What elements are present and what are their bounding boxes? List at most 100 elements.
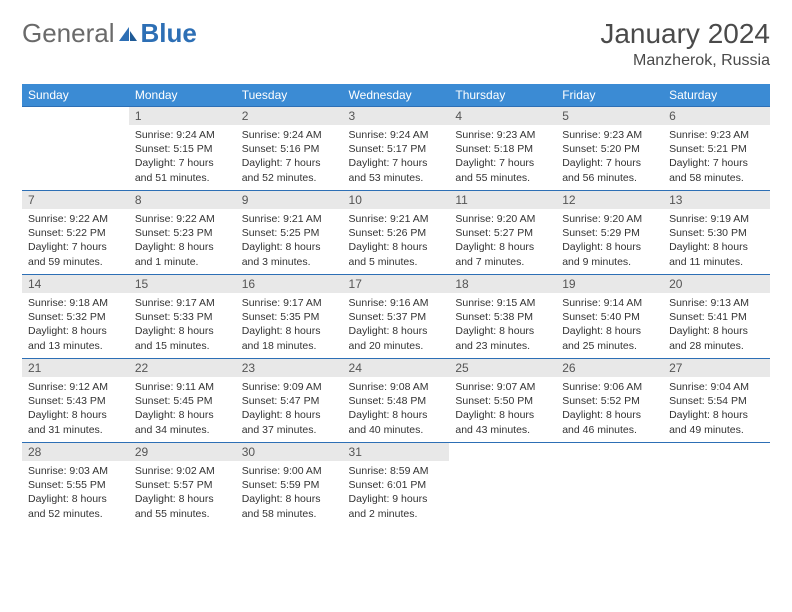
day-cell: 7Sunrise: 9:22 AMSunset: 5:22 PMDaylight… (22, 191, 129, 275)
day-number: 6 (663, 107, 770, 125)
brand-part2: Blue (141, 18, 197, 49)
sunset-text: Sunset: 5:37 PM (349, 310, 444, 324)
day-body (556, 447, 663, 454)
sunrise-text: Sunrise: 9:06 AM (562, 380, 657, 394)
sunrise-text: Sunrise: 9:22 AM (135, 212, 230, 226)
day-cell: 18Sunrise: 9:15 AMSunset: 5:38 PMDayligh… (449, 275, 556, 359)
day-cell: 20Sunrise: 9:13 AMSunset: 5:41 PMDayligh… (663, 275, 770, 359)
sail-icon (117, 25, 139, 43)
day-number: 8 (129, 191, 236, 209)
sunrise-text: Sunrise: 9:17 AM (242, 296, 337, 310)
day-cell: 17Sunrise: 9:16 AMSunset: 5:37 PMDayligh… (343, 275, 450, 359)
daylight-text: Daylight: 8 hours and 11 minutes. (669, 240, 764, 268)
daylight-text: Daylight: 8 hours and 28 minutes. (669, 324, 764, 352)
day-cell: 29Sunrise: 9:02 AMSunset: 5:57 PMDayligh… (129, 443, 236, 527)
week-row: 7Sunrise: 9:22 AMSunset: 5:22 PMDaylight… (22, 191, 770, 275)
day-body: Sunrise: 9:13 AMSunset: 5:41 PMDaylight:… (663, 293, 770, 357)
day-number: 29 (129, 443, 236, 461)
day-number: 21 (22, 359, 129, 377)
day-body: Sunrise: 9:15 AMSunset: 5:38 PMDaylight:… (449, 293, 556, 357)
day-body: Sunrise: 9:16 AMSunset: 5:37 PMDaylight:… (343, 293, 450, 357)
sunset-text: Sunset: 5:33 PM (135, 310, 230, 324)
week-row: 1Sunrise: 9:24 AMSunset: 5:15 PMDaylight… (22, 107, 770, 191)
day-number: 3 (343, 107, 450, 125)
day-body: Sunrise: 9:22 AMSunset: 5:23 PMDaylight:… (129, 209, 236, 273)
day-cell: 28Sunrise: 9:03 AMSunset: 5:55 PMDayligh… (22, 443, 129, 527)
day-cell: 8Sunrise: 9:22 AMSunset: 5:23 PMDaylight… (129, 191, 236, 275)
daylight-text: Daylight: 8 hours and 25 minutes. (562, 324, 657, 352)
day-cell: 25Sunrise: 9:07 AMSunset: 5:50 PMDayligh… (449, 359, 556, 443)
daylight-text: Daylight: 7 hours and 53 minutes. (349, 156, 444, 184)
day-number: 16 (236, 275, 343, 293)
daylight-text: Daylight: 8 hours and 49 minutes. (669, 408, 764, 436)
sunrise-text: Sunrise: 9:23 AM (669, 128, 764, 142)
weekday-header: Saturday (663, 84, 770, 107)
daylight-text: Daylight: 9 hours and 2 minutes. (349, 492, 444, 520)
day-body: Sunrise: 9:09 AMSunset: 5:47 PMDaylight:… (236, 377, 343, 441)
sunrise-text: Sunrise: 9:21 AM (349, 212, 444, 226)
day-cell: 16Sunrise: 9:17 AMSunset: 5:35 PMDayligh… (236, 275, 343, 359)
day-cell: 12Sunrise: 9:20 AMSunset: 5:29 PMDayligh… (556, 191, 663, 275)
weekday-header: Sunday (22, 84, 129, 107)
daylight-text: Daylight: 8 hours and 9 minutes. (562, 240, 657, 268)
sunrise-text: Sunrise: 9:23 AM (455, 128, 550, 142)
daylight-text: Daylight: 8 hours and 55 minutes. (135, 492, 230, 520)
sunrise-text: Sunrise: 9:24 AM (135, 128, 230, 142)
day-body: Sunrise: 9:07 AMSunset: 5:50 PMDaylight:… (449, 377, 556, 441)
daylight-text: Daylight: 8 hours and 46 minutes. (562, 408, 657, 436)
day-cell: 23Sunrise: 9:09 AMSunset: 5:47 PMDayligh… (236, 359, 343, 443)
week-row: 21Sunrise: 9:12 AMSunset: 5:43 PMDayligh… (22, 359, 770, 443)
day-body: Sunrise: 9:21 AMSunset: 5:25 PMDaylight:… (236, 209, 343, 273)
day-body: Sunrise: 9:21 AMSunset: 5:26 PMDaylight:… (343, 209, 450, 273)
sunset-text: Sunset: 5:16 PM (242, 142, 337, 156)
day-cell: 3Sunrise: 9:24 AMSunset: 5:17 PMDaylight… (343, 107, 450, 191)
day-cell: 30Sunrise: 9:00 AMSunset: 5:59 PMDayligh… (236, 443, 343, 527)
sunset-text: Sunset: 5:18 PM (455, 142, 550, 156)
weekday-header: Friday (556, 84, 663, 107)
page-title: January 2024 (600, 18, 770, 50)
day-cell: 19Sunrise: 9:14 AMSunset: 5:40 PMDayligh… (556, 275, 663, 359)
day-body: Sunrise: 9:23 AMSunset: 5:20 PMDaylight:… (556, 125, 663, 189)
day-body: Sunrise: 9:24 AMSunset: 5:15 PMDaylight:… (129, 125, 236, 189)
weekday-header: Thursday (449, 84, 556, 107)
sunset-text: Sunset: 5:20 PM (562, 142, 657, 156)
daylight-text: Daylight: 8 hours and 3 minutes. (242, 240, 337, 268)
day-cell (663, 443, 770, 527)
day-body (22, 111, 129, 118)
sunset-text: Sunset: 5:21 PM (669, 142, 764, 156)
daylight-text: Daylight: 8 hours and 40 minutes. (349, 408, 444, 436)
day-body: Sunrise: 9:17 AMSunset: 5:35 PMDaylight:… (236, 293, 343, 357)
sunset-text: Sunset: 5:55 PM (28, 478, 123, 492)
sunrise-text: Sunrise: 9:20 AM (455, 212, 550, 226)
day-cell: 1Sunrise: 9:24 AMSunset: 5:15 PMDaylight… (129, 107, 236, 191)
sunset-text: Sunset: 6:01 PM (349, 478, 444, 492)
calendar-table: Sunday Monday Tuesday Wednesday Thursday… (22, 84, 770, 527)
daylight-text: Daylight: 8 hours and 58 minutes. (242, 492, 337, 520)
day-number: 1 (129, 107, 236, 125)
day-body: Sunrise: 9:08 AMSunset: 5:48 PMDaylight:… (343, 377, 450, 441)
weekday-header: Tuesday (236, 84, 343, 107)
day-body: Sunrise: 9:20 AMSunset: 5:29 PMDaylight:… (556, 209, 663, 273)
day-number: 2 (236, 107, 343, 125)
sunrise-text: Sunrise: 9:04 AM (669, 380, 764, 394)
header: General Blue January 2024 Manzherok, Rus… (22, 18, 770, 70)
daylight-text: Daylight: 8 hours and 20 minutes. (349, 324, 444, 352)
sunrise-text: Sunrise: 8:59 AM (349, 464, 444, 478)
day-body: Sunrise: 9:11 AMSunset: 5:45 PMDaylight:… (129, 377, 236, 441)
day-body: Sunrise: 9:23 AMSunset: 5:18 PMDaylight:… (449, 125, 556, 189)
sunset-text: Sunset: 5:38 PM (455, 310, 550, 324)
day-number: 15 (129, 275, 236, 293)
day-cell: 2Sunrise: 9:24 AMSunset: 5:16 PMDaylight… (236, 107, 343, 191)
day-cell: 4Sunrise: 9:23 AMSunset: 5:18 PMDaylight… (449, 107, 556, 191)
day-body: Sunrise: 9:00 AMSunset: 5:59 PMDaylight:… (236, 461, 343, 525)
day-number: 31 (343, 443, 450, 461)
sunrise-text: Sunrise: 9:07 AM (455, 380, 550, 394)
daylight-text: Daylight: 8 hours and 7 minutes. (455, 240, 550, 268)
daylight-text: Daylight: 7 hours and 52 minutes. (242, 156, 337, 184)
day-cell: 31 Sunrise: 8:59 AMSunset: 6:01 PMDayligh… (343, 443, 450, 527)
sunset-text: Sunset: 5:41 PM (669, 310, 764, 324)
day-number: 12 (556, 191, 663, 209)
brand-part1: General (22, 18, 115, 49)
daylight-text: Daylight: 8 hours and 1 minute. (135, 240, 230, 268)
day-cell: 9Sunrise: 9:21 AMSunset: 5:25 PMDaylight… (236, 191, 343, 275)
